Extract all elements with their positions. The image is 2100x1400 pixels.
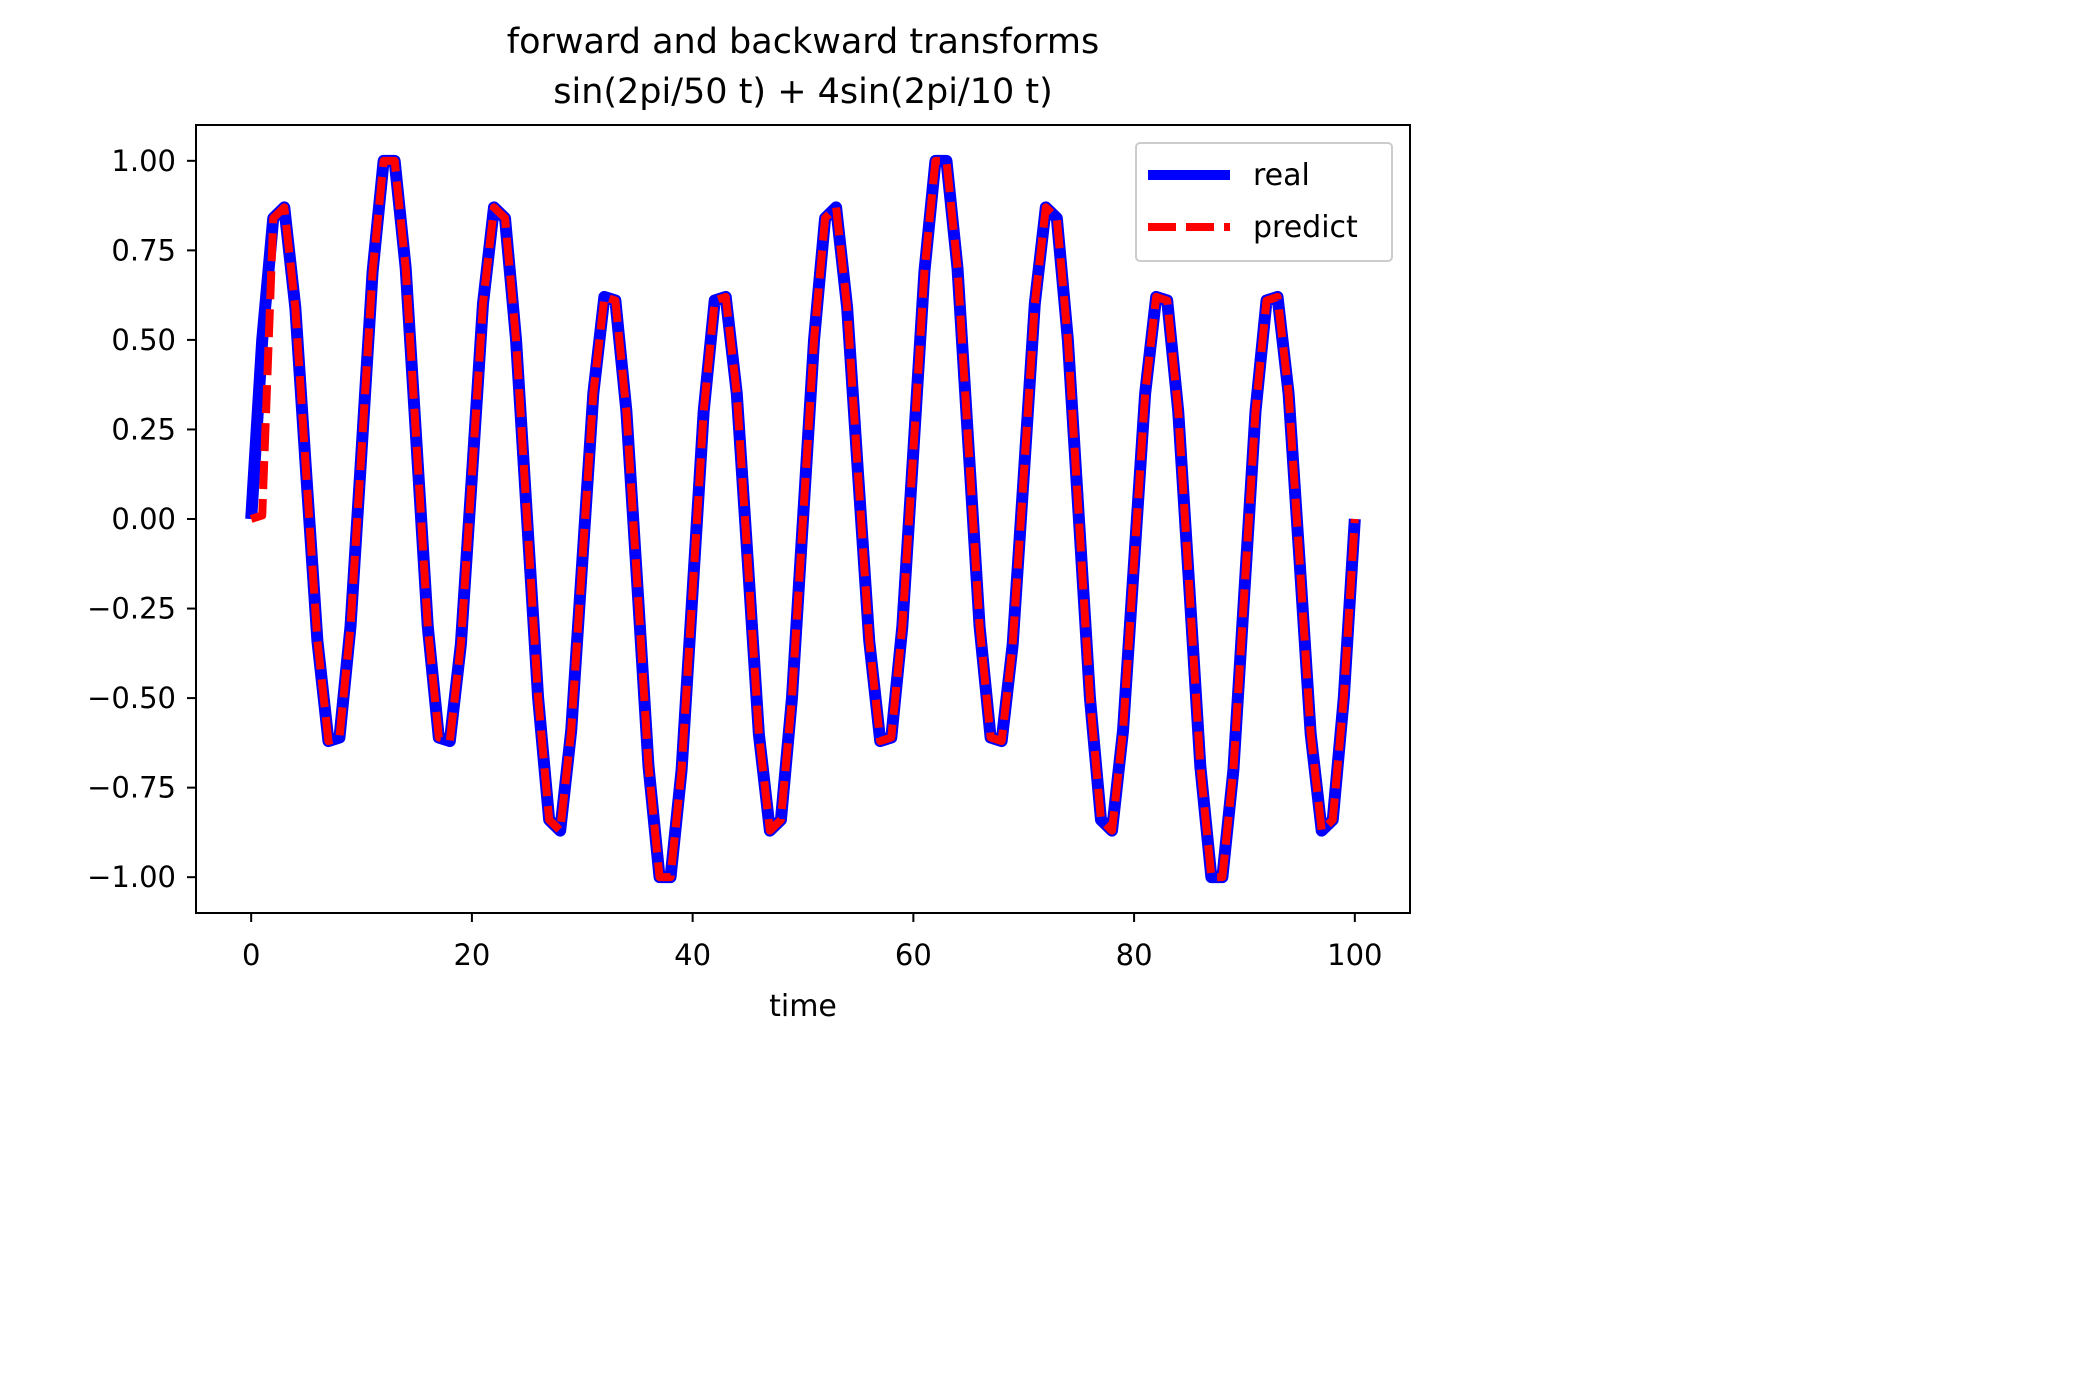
x-tick-label: 20 [453,938,490,972]
y-tick-label: −0.25 [87,592,176,626]
legend-label-real: real [1253,158,1310,193]
x-tick-label: 60 [895,938,932,972]
chart-title-line1: forward and backward transforms [507,22,1099,62]
y-tick-label: 0.50 [111,323,176,357]
y-tick-label: −0.50 [87,681,176,715]
x-axis: 0 20 40 60 80 100 [242,913,1382,972]
series-layer [245,154,1361,884]
y-tick-label: 1.00 [111,144,176,178]
x-tick-label: 40 [674,938,711,972]
y-tick-label: −0.75 [87,771,176,805]
series-line-predict [249,156,1359,882]
y-tick-label: 0.25 [111,412,176,446]
y-axis: 1.00 0.75 0.50 0.25 0.00 −0.25 −0.50 −0.75 −1.00 [87,144,196,894]
x-tick-label: 0 [242,938,260,972]
y-tick-label: 0.00 [111,502,176,536]
y-tick-label: −1.00 [87,860,176,894]
y-tick-label: 0.75 [111,233,176,267]
x-axis-label: time [769,989,837,1024]
legend: real predict [1135,142,1393,262]
chart-title-line2: sin(2pi/50 t) + 4sin(2pi/10 t) [553,72,1053,112]
legend-label-predict: predict [1253,210,1358,245]
x-tick-label: 80 [1116,938,1153,972]
x-tick-label: 100 [1327,938,1382,972]
line-chart: forward and backward transforms sin(2pi/… [87,22,1411,1024]
